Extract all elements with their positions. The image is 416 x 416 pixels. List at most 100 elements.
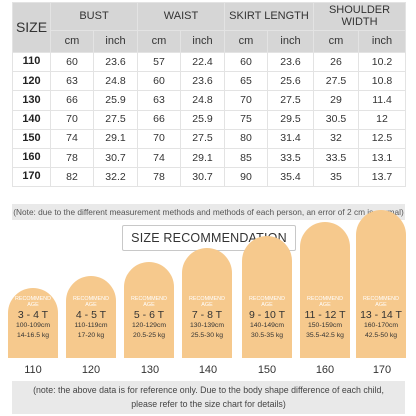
shoulder-width-header: SHOULDER WIDTH	[313, 2, 407, 31]
table-cell: 63	[137, 90, 181, 111]
table-cell: 82	[50, 167, 94, 188]
table-cell: 30.5	[313, 109, 360, 130]
axis-size-label: 130	[140, 364, 160, 376]
table-cell: 30.7	[93, 147, 138, 169]
table-cell: 31.4	[266, 128, 315, 149]
table-cell: 23.6	[266, 51, 315, 73]
table-cell: 30.7	[180, 167, 225, 188]
axis-size-label: 140	[198, 364, 218, 376]
recommendation-card: RECOMMEND AGE 11 - 12 T 150-159cm 35.5-42.5…	[300, 222, 350, 358]
table-cell: 25.9	[93, 90, 138, 111]
weight-range: 25.5-30 kg	[190, 331, 224, 339]
recommend-age-label: RECOMMEND AGE	[131, 296, 167, 309]
table-cell: 35	[313, 167, 360, 188]
table-cell: 11.4	[358, 90, 407, 111]
axis-size-label: 120	[81, 364, 101, 376]
table-row: 120 63 24.8 60 23.6 65 25.6 27.5 10.8	[12, 71, 407, 92]
height-range: 140-149cm	[249, 322, 284, 330]
table-cell: 33.5	[313, 147, 360, 169]
unit-header: inch	[180, 30, 225, 53]
age-range: 13 - 14 T	[360, 309, 402, 322]
row-size-label: 120	[12, 71, 51, 92]
table-cell: 23.6	[93, 51, 138, 73]
size-header: SIZE	[12, 2, 51, 53]
table-cell: 63	[50, 71, 94, 92]
recommendation-card: RECOMMEND AGE 13 - 14 T 160-170cm 42.5-50 k…	[356, 210, 406, 358]
weight-range: 42.5-50 kg	[364, 331, 398, 339]
table-cell: 33.5	[266, 147, 315, 169]
waist-header: WAIST	[137, 2, 225, 31]
table-row: 140 70 27.5 66 25.9 75 29.5 30.5 12	[12, 109, 407, 130]
row-size-label: 150	[12, 128, 51, 149]
weight-range: 30.5-35 kg	[250, 331, 284, 339]
height-range: 120-129cm	[131, 322, 166, 330]
table-cell: 27.5	[180, 128, 225, 149]
height-range: 110-119cm	[74, 322, 108, 330]
age-range: 11 - 12 T	[304, 309, 346, 322]
table-cell: 35.4	[266, 167, 315, 188]
recommendation-card: RECOMMEND AGE 3 - 4 T 100-109cm 14-16.5 kg	[8, 288, 58, 358]
weight-range: 20.5-25 kg	[132, 331, 166, 339]
table-cell: 10.2	[358, 51, 407, 73]
table-cell: 22.4	[180, 51, 225, 73]
recommend-age-label: RECOMMEND AGE	[73, 296, 109, 309]
table-cell: 60	[50, 51, 94, 73]
table-row: 170 82 32.2 78 30.7 90 35.4 35 13.7	[12, 167, 407, 188]
recommend-age-label: RECOMMEND AGE	[363, 296, 399, 309]
recommend-age-label: RECOMMEND AGE	[249, 296, 285, 309]
axis-size-label: 170	[372, 364, 392, 376]
recommend-age-label: RECOMMEND AGE	[189, 296, 225, 309]
table-cell: 29.5	[266, 109, 315, 130]
row-size-label: 170	[12, 167, 51, 188]
axis-size-label: 150	[257, 364, 277, 376]
table-cell: 57	[137, 51, 181, 73]
table-cell: 80	[224, 128, 268, 149]
table-cell: 23.6	[180, 71, 225, 92]
bottom-note-line1: (note: the above data is for reference o…	[33, 385, 384, 396]
table-cell: 26	[313, 51, 360, 73]
table-cell: 70	[50, 109, 94, 130]
recommend-age-label: RECOMMEND AGE	[15, 296, 51, 309]
table-cell: 27.5	[266, 90, 315, 111]
table-row: 110 60 23.6 57 22.4 60 23.6 26 10.2	[12, 51, 407, 73]
table-cell: 90	[224, 167, 268, 188]
table-cell: 70	[137, 128, 181, 149]
recommendation-card: RECOMMEND AGE 9 - 10 T 140-149cm 30.5-35 kg	[242, 236, 292, 358]
table-cell: 27.5	[313, 71, 360, 92]
table-cell: 60	[137, 71, 181, 92]
table-cell: 66	[137, 109, 181, 130]
table-cell: 32	[313, 128, 360, 149]
row-size-label: 140	[12, 109, 51, 130]
row-size-label: 110	[12, 51, 51, 73]
table-cell: 29.1	[93, 128, 138, 149]
table-row: 160 78 30.7 74 29.1 85 33.5 33.5 13.1	[12, 147, 407, 169]
table-row: 150 74 29.1 70 27.5 80 31.4 32 12.5	[12, 128, 407, 149]
unit-header: cm	[137, 30, 181, 53]
age-range: 5 - 6 T	[133, 309, 165, 322]
height-range: 100-109cm	[15, 322, 50, 330]
table-cell: 25.9	[180, 109, 225, 130]
table-cell: 13.7	[358, 167, 407, 188]
recommendation-card: RECOMMEND AGE 5 - 6 T 120-129cm 20.5-25 kg	[124, 262, 174, 358]
table-cell: 27.5	[93, 109, 138, 130]
table-cell: 12.5	[358, 128, 407, 149]
weight-range: 17-20 kg	[77, 331, 105, 339]
table-cell: 75	[224, 109, 268, 130]
age-range: 4 - 5 T	[75, 309, 107, 322]
skirt-length-header: SKIRT LENGTH	[223, 2, 315, 31]
age-range: 7 - 8 T	[191, 309, 223, 322]
weight-range: 35.5-42.5 kg	[306, 331, 344, 339]
table-cell: 24.8	[180, 90, 225, 111]
bottom-note: (note: the above data is for reference o…	[12, 381, 405, 414]
table-cell: 70	[224, 90, 268, 111]
table-cell: 29.1	[180, 147, 225, 169]
recommendation-card: RECOMMEND AGE 4 - 5 T 110-119cm 17-20 kg	[66, 276, 116, 358]
height-range: 160-170cm	[363, 322, 398, 330]
table-cell: 12	[358, 109, 407, 130]
age-range: 9 - 10 T	[249, 309, 285, 322]
height-range: 130-139cm	[189, 322, 224, 330]
height-range: 150-159cm	[307, 322, 342, 330]
table-cell: 74	[50, 128, 94, 149]
table-cell: 78	[50, 147, 94, 169]
table-cell: 60	[224, 51, 268, 73]
